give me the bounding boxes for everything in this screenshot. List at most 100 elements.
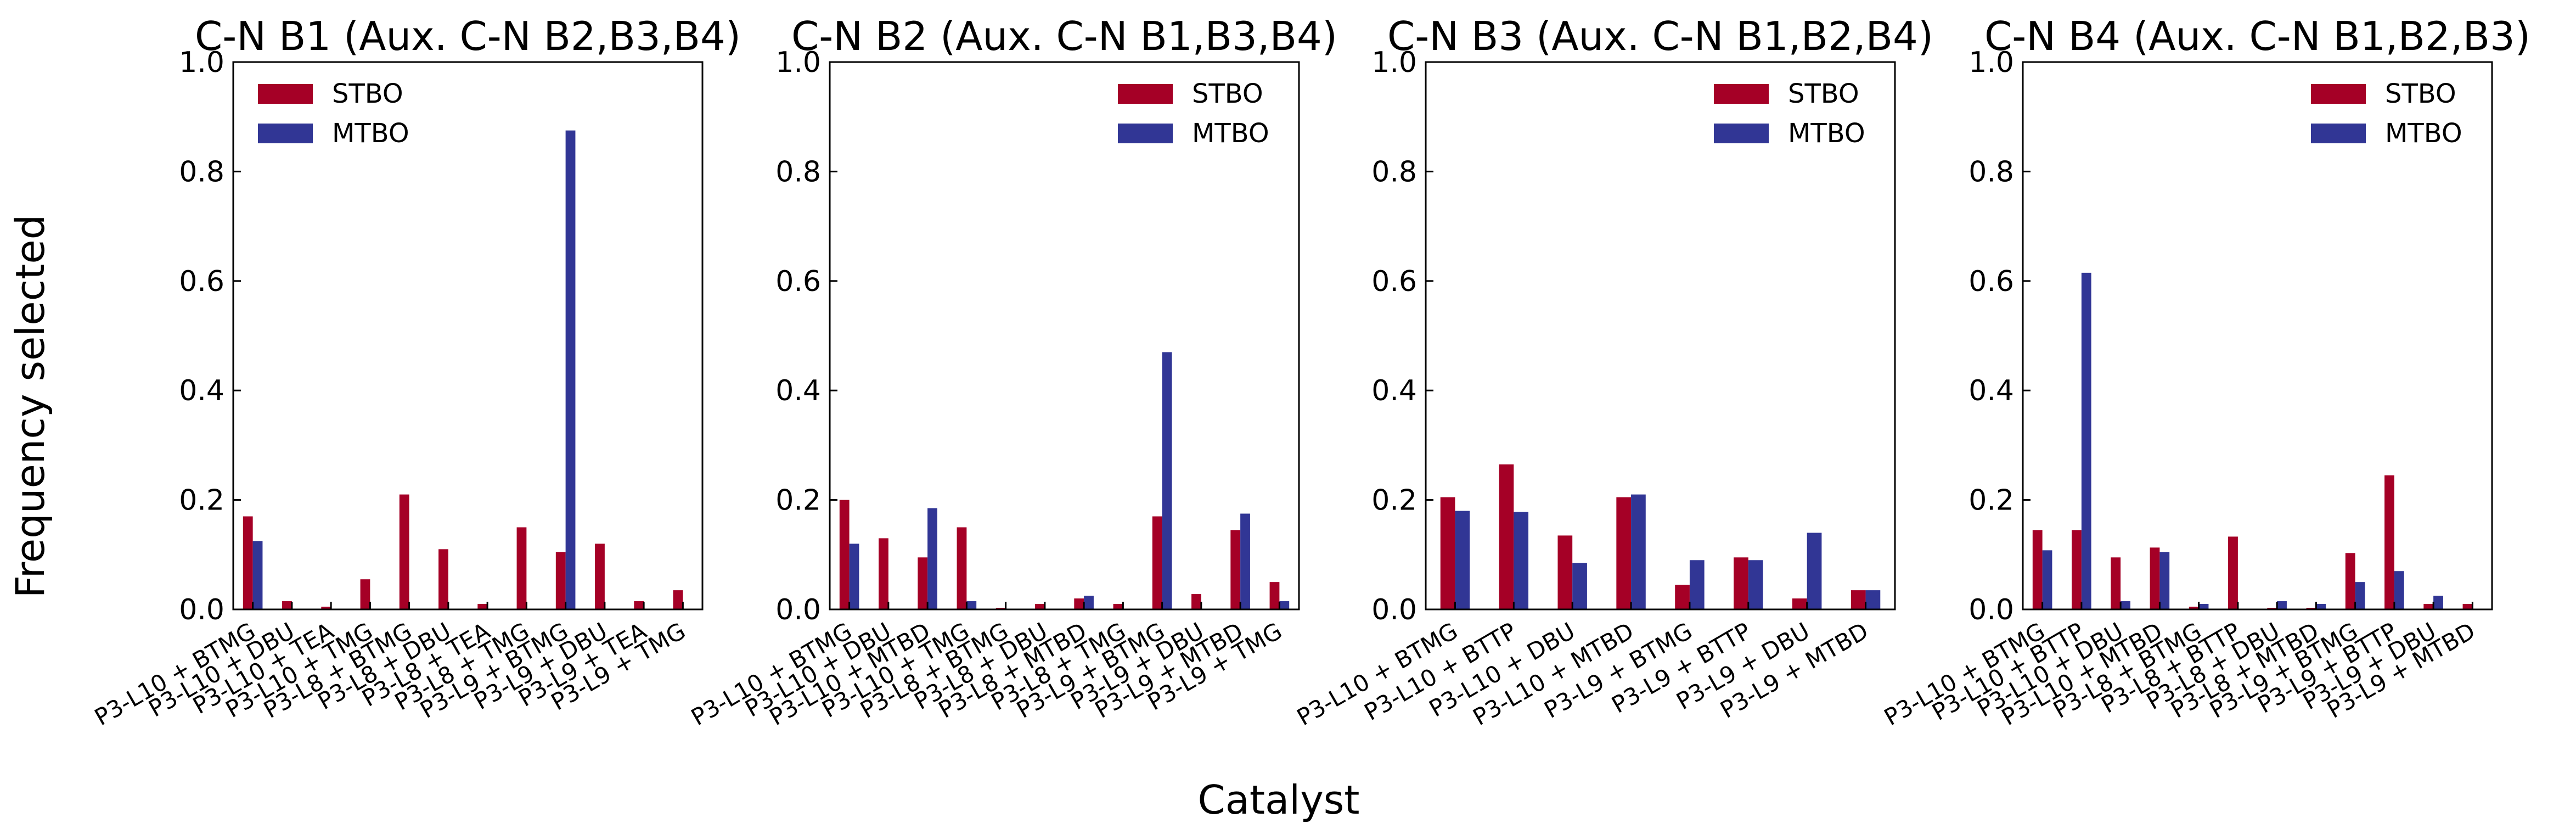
bar-stbo: [438, 549, 448, 609]
y-tick-label: 0.2: [1371, 484, 1417, 517]
bar-mtbo: [2042, 550, 2052, 609]
bar-stbo: [360, 579, 370, 609]
bar-stbo: [957, 527, 967, 609]
bar-stbo: [1191, 594, 1201, 609]
axes-frame: [1425, 61, 1896, 611]
y-tick-label: 0.2: [775, 484, 821, 517]
bar-stbo: [839, 500, 850, 609]
legend-swatch-mtbo: [2311, 124, 2366, 143]
axes-frame: [232, 61, 704, 611]
bar-stbo: [595, 544, 605, 609]
chart-panels: C-N B1 (Aux. C-N B2,B3,B4) 0.0 0.2 0.4 0.6 0.…: [90, 13, 2530, 731]
bar-stbo: [918, 557, 928, 609]
bar-mtbo: [966, 601, 977, 609]
bar-stbo: [2423, 604, 2434, 609]
bar-stbo: [399, 494, 409, 609]
bar-stbo: [516, 527, 527, 609]
bar-stbo: [1616, 497, 1632, 609]
bar-stbo: [2345, 553, 2355, 609]
bar-stbo: [2111, 557, 2121, 609]
bar-mtbo: [2433, 596, 2443, 609]
y-tick-label: 0.4: [179, 374, 224, 407]
bar-stbo: [321, 607, 331, 609]
bar-stbo: [282, 601, 292, 609]
bar-stbo: [1734, 557, 1748, 609]
bar-stbo: [477, 604, 488, 609]
bar-mtbo: [2159, 552, 2170, 609]
bar-stbo: [243, 516, 253, 609]
bar-stbo: [1230, 530, 1241, 609]
legend-label-stbo: STBO: [332, 79, 403, 109]
legend-swatch-stbo: [258, 84, 313, 104]
bar-stbo: [1035, 604, 1045, 609]
bar-stbo: [2150, 547, 2160, 609]
bar-mtbo: [1514, 512, 1529, 609]
bar-mtbo: [1084, 596, 1094, 609]
bar-stbo: [1499, 464, 1514, 609]
y-tick-label: 0.2: [1968, 484, 2014, 517]
chart-panel-3: C-N B3 (Aux. C-N B1,B2,B4) 0.0 0.2 0.4 0.6 0.…: [1292, 13, 1933, 731]
legend-label-stbo: STBO: [1192, 79, 1263, 109]
bar-stbo: [2462, 604, 2473, 609]
y-tick-label: 0.8: [179, 155, 224, 188]
bar-mtbo: [2081, 272, 2091, 610]
bar-mtbo: [1748, 560, 1763, 609]
y-tick-label: 1.0: [1968, 46, 2014, 79]
bar-stbo: [1269, 582, 1280, 609]
chart-panel-2: C-N B2 (Aux. C-N B1,B3,B4) 0.0 0.2 0.4 0.6 0.…: [687, 13, 1337, 731]
bar-stbo: [1074, 598, 1084, 609]
bar-stbo: [1675, 585, 1690, 609]
y-tick-label: 0.8: [775, 155, 821, 188]
legend-label-mtbo: MTBO: [1192, 118, 1269, 149]
legend-label-mtbo: MTBO: [1788, 118, 1865, 149]
bar-stbo: [634, 601, 644, 609]
chart-title: C-N B4 (Aux. C-N B1,B2,B3): [1984, 13, 2530, 59]
bar-stbo: [1113, 604, 1123, 609]
chart-panel-4: C-N B4 (Aux. C-N B1,B2,B3) 0.0 0.2 0.4 0.6 0.…: [1880, 13, 2530, 731]
bar-mtbo: [2316, 604, 2326, 609]
bar-mtbo: [927, 508, 937, 609]
legend-label-mtbo: MTBO: [332, 118, 409, 149]
x-axis-label: Catalyst: [1197, 777, 1359, 823]
y-tick-label: 0.6: [1371, 265, 1417, 298]
bar-mtbo: [1865, 590, 1881, 609]
y-axis-label: Frequency selected: [7, 215, 53, 598]
chart-title: C-N B1 (Aux. C-N B2,B3,B4): [195, 13, 741, 59]
axes-frame: [2022, 61, 2493, 611]
bar-mtbo: [252, 541, 263, 609]
y-tick-label: 0.6: [1968, 265, 2014, 298]
bar-mtbo: [849, 544, 859, 609]
axes-frame: [829, 61, 1300, 611]
y-tick-label: 0.8: [1968, 155, 2014, 188]
legend-swatch-mtbo: [258, 124, 313, 143]
bar-mtbo: [1455, 511, 1470, 609]
legend-label-stbo: STBO: [1788, 79, 1859, 109]
bar-stbo: [555, 552, 566, 609]
bar-mtbo: [1689, 560, 1705, 609]
bar-mtbo: [2277, 601, 2287, 609]
chart-panel-1: C-N B1 (Aux. C-N B2,B3,B4) 0.0 0.2 0.4 0.6 0.…: [90, 13, 741, 731]
y-tick-label: 0.4: [1371, 374, 1417, 407]
bar-stbo: [1792, 598, 1807, 609]
bar-stbo: [879, 538, 888, 609]
bar-mtbo: [2355, 582, 2365, 609]
legend-swatch-stbo: [2311, 84, 2366, 104]
legend-swatch-stbo: [1714, 84, 1769, 104]
y-tick-label: 0.4: [1968, 374, 2014, 407]
legend-label-stbo: STBO: [2385, 79, 2456, 109]
bar-stbo: [2228, 536, 2238, 609]
bar-mtbo: [1631, 494, 1646, 609]
bar-stbo: [1152, 516, 1162, 609]
chart-title: C-N B2 (Aux. C-N B1,B3,B4): [791, 13, 1337, 59]
bar-mtbo: [2394, 571, 2404, 609]
bar-mtbo: [1162, 352, 1172, 609]
bar-mtbo: [1240, 513, 1250, 609]
y-tick-label: 1.0: [1371, 46, 1417, 79]
bar-stbo: [673, 590, 683, 609]
bar-mtbo: [565, 130, 576, 609]
y-tick-label: 0.0: [775, 593, 821, 626]
y-tick-label: 0.0: [179, 593, 224, 626]
bar-stbo: [2072, 530, 2082, 609]
y-tick-label: 0.6: [179, 265, 224, 298]
